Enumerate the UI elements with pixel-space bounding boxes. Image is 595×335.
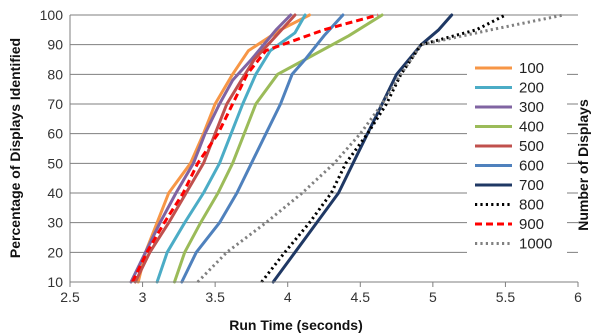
y-tick-label: 80: [47, 66, 63, 82]
legend-title: Number of Displays: [575, 99, 591, 231]
y-tick-label: 10: [47, 274, 63, 290]
x-axis-title: Run Time (seconds): [229, 317, 363, 333]
legend-label-800: 800: [519, 197, 544, 214]
x-tick-label: 5: [429, 289, 437, 305]
y-tick-label: 100: [40, 7, 64, 23]
y-tick-label: 90: [47, 37, 63, 53]
legend-background: [467, 55, 567, 260]
y-tick-label: 30: [47, 215, 63, 231]
legend-label-200: 200: [519, 80, 544, 97]
x-tick-label: 3.5: [205, 289, 225, 305]
y-tick-label: 60: [47, 126, 63, 142]
series-line-900: [131, 13, 379, 283]
x-tick-label: 3: [139, 289, 147, 305]
legend-label-400: 400: [519, 119, 544, 136]
y-axis-title: Percentage of Displays Identified: [7, 38, 23, 258]
x-tick-label: 2.5: [60, 289, 80, 305]
series-line-300: [129, 13, 293, 284]
x-tick-label: 6: [574, 289, 582, 305]
series-line-200: [155, 13, 307, 284]
y-tick-label: 70: [47, 96, 63, 112]
y-tick-labels: 10 20 30 40 50 60 70 80 90 100: [40, 7, 64, 290]
legend-label-600: 600: [519, 158, 544, 175]
x-tick-label: 4.5: [351, 289, 371, 305]
gridlines: [70, 14, 578, 283]
legend-label-900: 900: [519, 216, 544, 233]
y-tick-label: 50: [47, 155, 63, 171]
y-tick-label: 40: [47, 185, 63, 201]
series-lines: [129, 13, 564, 284]
legend-label-500: 500: [519, 138, 544, 155]
series-line-700: [271, 13, 454, 284]
legend-label-100: 100: [519, 60, 544, 77]
legend-label-700: 700: [519, 177, 544, 194]
series-line-400: [173, 13, 384, 284]
series-line-1000: [196, 13, 564, 284]
legend: 100 200 300 400 500 600 700 800 900 1000: [467, 55, 567, 260]
y-tick-label: 20: [47, 244, 63, 260]
x-tick-label: 5.5: [496, 289, 516, 305]
x-tick-label: 4: [284, 289, 292, 305]
x-tick-labels: 2.5 3 3.5 4 4.5 5 5.5 6: [60, 289, 582, 305]
series-line-500: [133, 13, 297, 284]
axes: [69, 15, 579, 287]
legend-label-1000: 1000: [519, 236, 552, 253]
series-line-600: [180, 13, 345, 284]
legend-label-300: 300: [519, 99, 544, 116]
